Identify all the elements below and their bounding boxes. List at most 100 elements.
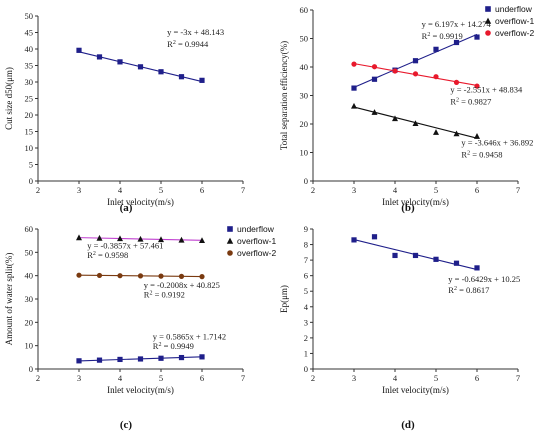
x-tick-label: 2 (311, 185, 315, 195)
r-squared: R2 = 0.9827 (450, 97, 491, 107)
y-tick-label: 5 (29, 160, 33, 170)
legend-label: underflow (495, 4, 533, 14)
r-squared-symbol: R (144, 290, 150, 300)
r-squared: R2 = 0.9949 (153, 341, 194, 351)
x-tick-label: 5 (159, 185, 163, 195)
fit-equation: y = -0.3857x + 57.461 (87, 241, 163, 251)
r-squared-symbol: R (450, 97, 456, 107)
data-point-u (199, 354, 205, 360)
y-tick-label: 3 (304, 317, 308, 327)
r-squared-symbol: R (461, 150, 467, 160)
r-squared: R2 = 0.8617 (448, 285, 489, 295)
legend-label: overflow-2 (237, 248, 276, 258)
legend-label: overflow-1 (237, 236, 276, 246)
r-squared-symbol: R (87, 250, 93, 260)
data-point-o1 (76, 234, 82, 241)
r-squared-value: = 0.9192 (152, 290, 184, 300)
y-tick-label: 10 (25, 143, 34, 153)
data-point-o1 (412, 120, 419, 127)
x-tick-label: 5 (159, 373, 163, 383)
x-tick-label: 4 (118, 373, 123, 383)
x-tick-label: 7 (516, 185, 520, 195)
y-tick-label: 20 (25, 317, 34, 327)
x-axis-label: Inlet velocity(m/s) (382, 197, 449, 207)
r-squared-symbol: R (422, 31, 428, 41)
data-point-u (76, 358, 82, 364)
y-axis-label: Amount of water split(%) (4, 253, 14, 346)
fit-equation: y = -3x + 48.143 (167, 27, 224, 37)
data-point-o1 (433, 129, 439, 135)
data-point-s (158, 69, 164, 75)
r-squared: R2 = 0.9192 (144, 290, 185, 300)
fit-equation: y = 6.197x + 14.274 (422, 19, 492, 29)
y-tick-label: 50 (300, 34, 309, 44)
fit-equation: y = 0.5865x + 1.7142 (153, 332, 226, 342)
legend-marker (484, 17, 492, 24)
x-tick-label: 6 (200, 185, 204, 195)
x-tick-label: 2 (311, 373, 315, 383)
data-point-o1 (178, 236, 185, 243)
fit-equation: y = -3.646x + 36.892 (461, 138, 533, 148)
r-squared: R2 = 0.9458 (461, 150, 502, 160)
data-point-s (412, 252, 419, 259)
y-tick-label: 40 (300, 62, 309, 72)
r-squared: R2 = 0.9944 (167, 39, 209, 49)
y-tick-label: 25 (25, 94, 34, 104)
r-squared: R2 = 0.9598 (87, 250, 128, 260)
data-point-o1 (474, 133, 480, 139)
r-squared-symbol: R (448, 285, 454, 295)
legend-label: overflow-2 (495, 28, 534, 38)
data-point-o1 (158, 236, 164, 243)
y-tick-label: 60 (25, 224, 34, 234)
r-squared-exponent: 2 (454, 286, 457, 292)
data-point-u (158, 355, 164, 361)
data-point-s (178, 74, 185, 80)
y-axis-label: Ep(μm) (279, 285, 289, 313)
y-tick-label: 9 (304, 224, 308, 234)
data-point-s (117, 59, 123, 65)
panel-label: (d) (401, 419, 415, 431)
r-squared-symbol: R (167, 39, 173, 49)
data-point-s (76, 47, 82, 53)
x-tick-label: 5 (434, 185, 438, 195)
legend-label: underflow (237, 224, 275, 234)
y-tick-label: 30 (25, 294, 34, 304)
y-tick-label: 6 (304, 271, 308, 281)
data-point-o1 (453, 130, 460, 137)
data-point-s (137, 64, 144, 70)
data-point-o2 (137, 273, 144, 279)
y-tick-label: 0 (304, 364, 308, 374)
x-tick-label: 6 (200, 373, 204, 383)
r-squared-symbol: R (153, 341, 159, 351)
data-point-u (412, 58, 419, 64)
y-tick-label: 5 (304, 286, 308, 296)
panel-label: (a) (120, 202, 133, 214)
y-tick-label: 35 (25, 61, 34, 71)
panel-label: (b) (401, 202, 415, 214)
data-point-o2 (453, 79, 460, 85)
x-axis-label: Inlet velocity(m/s) (107, 197, 174, 207)
data-point-s (453, 260, 460, 266)
y-tick-label: 0 (304, 176, 308, 186)
data-point-u (351, 85, 357, 91)
y-tick-label: 4 (304, 302, 309, 312)
x-tick-label: 3 (77, 185, 81, 195)
data-point-o2 (178, 273, 185, 279)
data-point-u (178, 354, 185, 361)
data-point-o2 (158, 273, 164, 279)
x-axis-label: Inlet velocity(m/s) (382, 385, 449, 395)
data-point-o1 (96, 234, 103, 241)
data-point-o1 (137, 235, 144, 242)
data-point-o1 (371, 109, 378, 115)
chart-panel-c: 2 3 4 5 6 7 0 10 20 30 40 50 60 Inlet velocity(m/s) Am… (4, 224, 276, 431)
legend-marker (485, 6, 491, 12)
r-squared-value: = 0.9944 (176, 39, 209, 49)
r-squared-value: = 0.9827 (459, 97, 491, 107)
y-tick-label: 20 (25, 110, 34, 120)
x-tick-label: 2 (36, 185, 40, 195)
data-point-o2 (392, 68, 398, 74)
y-tick-label: 40 (25, 44, 34, 54)
y-tick-label: 15 (25, 127, 34, 137)
x-tick-label: 3 (77, 373, 81, 383)
y-tick-label: 10 (300, 148, 309, 158)
